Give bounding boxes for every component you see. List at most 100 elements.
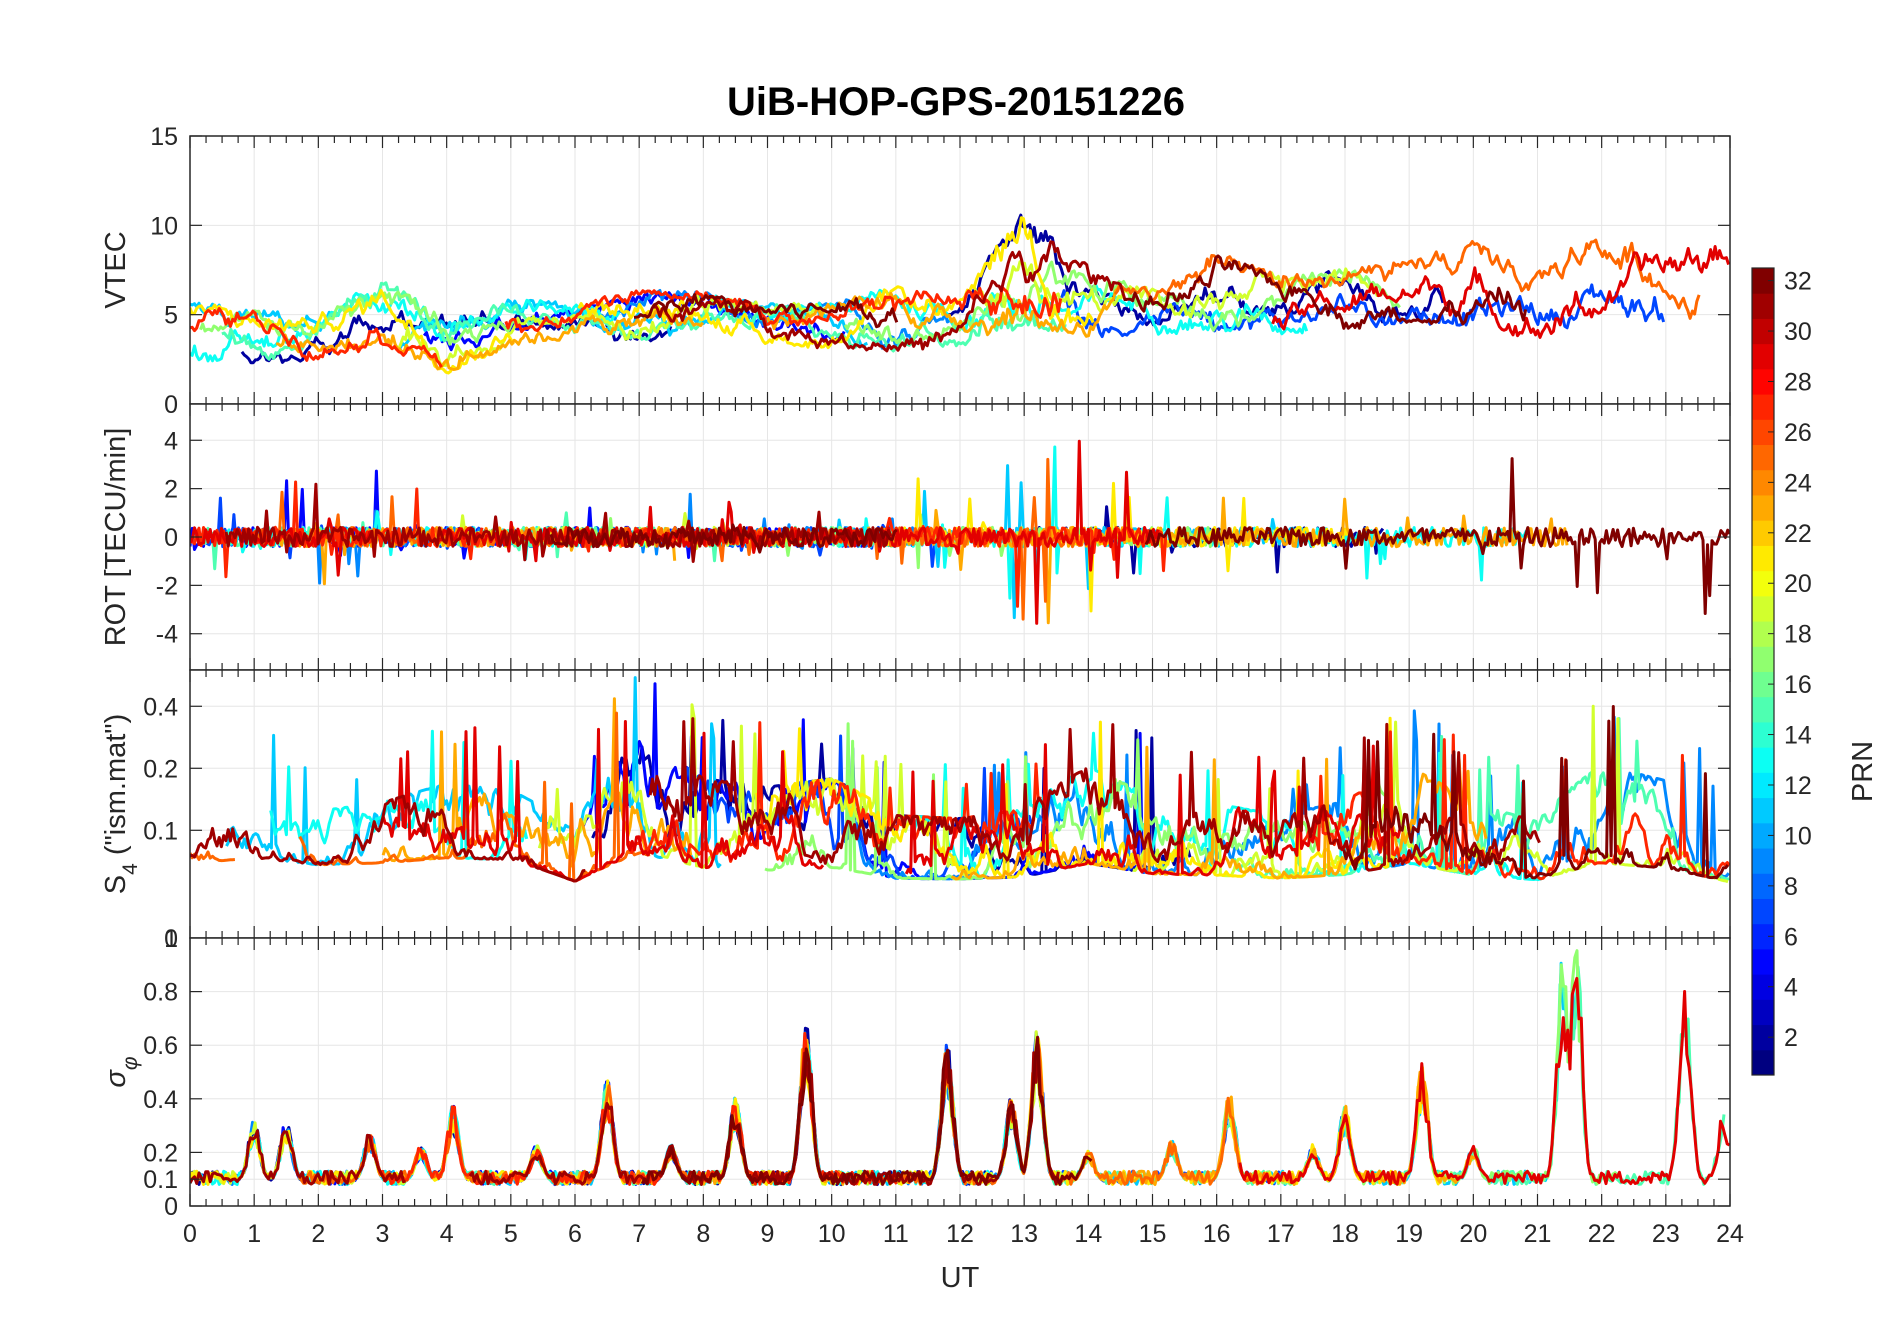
y-tick-label: 0.8 — [143, 979, 178, 1007]
colorbar-swatch — [1752, 368, 1774, 395]
tick-marks — [189, 135, 1731, 405]
colorbar-tick-label: 8 — [1784, 873, 1798, 901]
colorbar-swatch — [1752, 1024, 1774, 1051]
series-line-prn-17 — [764, 722, 1388, 881]
tick-marks — [189, 404, 1731, 670]
colorbar-swatch — [1752, 873, 1774, 899]
series-line-prn-19 — [1132, 704, 1729, 884]
colorbar-swatch — [1752, 494, 1774, 521]
series-line-prn-29 — [904, 743, 1402, 877]
tick-marks — [189, 938, 1731, 1207]
y-tick-label: 0 — [164, 1193, 178, 1221]
colorbar-swatch — [1752, 394, 1774, 420]
colorbar-tick-label: 16 — [1784, 671, 1812, 699]
series-group — [190, 676, 1730, 884]
x-tick-label: 20 — [1459, 1220, 1487, 1248]
y-tick-label: 0.6 — [143, 1032, 178, 1060]
x-tick-label: 23 — [1652, 1220, 1680, 1248]
x-tick-label: 10 — [818, 1220, 846, 1248]
y-tick-label-overlap: 1 — [164, 925, 178, 953]
colorbar-swatch — [1752, 419, 1774, 446]
colorbar-label: PRN — [1847, 741, 1879, 802]
y-tick-label: 4 — [164, 427, 178, 455]
series-line-prn-32 — [1342, 705, 1730, 880]
x-tick-label: 6 — [568, 1220, 582, 1248]
colorbar-swatch — [1752, 898, 1774, 925]
x-tick-label: 1 — [247, 1220, 261, 1248]
colorbar-tick-label: 28 — [1784, 368, 1812, 396]
y-axis-label: σφ — [100, 1056, 142, 1088]
series-line-prn-25 — [190, 850, 236, 863]
y-tick-label: 0 — [164, 524, 178, 552]
series-line-prn-23 — [766, 283, 1122, 338]
series-line-prn-31 — [190, 1129, 406, 1186]
colorbar-swatch — [1752, 1049, 1774, 1076]
series-line-prn-27 — [190, 307, 443, 368]
colorbar-swatch — [1752, 747, 1774, 773]
colorbar-tick-label: 22 — [1784, 520, 1812, 548]
figure-title: UiB-HOP-GPS-20151226 — [727, 80, 1185, 124]
series-line-prn-32 — [1144, 457, 1730, 615]
colorbar-tick-label: 2 — [1784, 1024, 1798, 1052]
series-line-prn-31 — [648, 717, 1541, 872]
panel-rot: -4 -2 0 2 4 ROT [TECU/min] — [100, 403, 1731, 671]
series-line-prn-7 — [1060, 283, 1666, 339]
colorbar-swatch — [1752, 974, 1774, 1000]
y-axis-label: S4 ("ism.mat") — [100, 714, 142, 895]
series-line-prn-31 — [224, 482, 893, 563]
colorbar-swatch — [1752, 696, 1774, 723]
colorbar-swatch — [1752, 444, 1774, 471]
y-tick-label: 0.4 — [143, 1086, 178, 1114]
colorbar-tick-label: 4 — [1784, 974, 1798, 1002]
colorbar-swatch — [1752, 948, 1774, 975]
x-tick-label: 14 — [1074, 1220, 1102, 1248]
y-tick-label: 0.4 — [143, 693, 178, 721]
colorbar-tick-label: 10 — [1784, 822, 1812, 850]
colorbar-swatch — [1752, 595, 1774, 622]
y-tick-label: 2 — [164, 476, 178, 504]
series-line-prn-32 — [549, 523, 898, 554]
colorbar-tick-label: 24 — [1784, 469, 1812, 497]
series-line-prn-29 — [1271, 245, 1730, 339]
colorbar-swatch — [1752, 343, 1774, 370]
x-tick-label: 8 — [696, 1220, 710, 1248]
colorbar-swatch — [1752, 293, 1774, 319]
x-axis: 0 1 2 3 4 5 6 7 8 9 10 11 12 13 14 15 16 17 18 19 20 21 22 23 24… — [183, 1220, 1744, 1294]
x-tick-label: 17 — [1267, 1220, 1295, 1248]
series-line-prn-19 — [971, 260, 1381, 319]
x-tick-label: 15 — [1139, 1220, 1167, 1248]
y-axis-label: ROT [TECU/min] — [100, 428, 132, 647]
colorbar-swatch — [1752, 671, 1774, 698]
x-tick-label: 4 — [440, 1220, 454, 1248]
colorbar-tick-label: 26 — [1784, 419, 1812, 447]
colorbar-swatch — [1752, 772, 1774, 799]
y-tick-label: 5 — [164, 302, 178, 330]
x-tick-label: 11 — [883, 1220, 909, 1248]
colorbar-tick-label: 18 — [1784, 621, 1812, 649]
series-line-prn-27 — [626, 721, 1042, 863]
series-group — [190, 949, 1730, 1187]
series-line-prn-29 — [1238, 976, 1730, 1186]
y-tick-label-overlap: 0 — [164, 925, 178, 953]
colorbar-frame — [1751, 267, 1775, 1076]
series-line-prn-25 — [1114, 238, 1701, 320]
series-group — [190, 213, 1730, 375]
series-line-prn-15 — [221, 281, 1067, 361]
colorbar-tick-label: 14 — [1784, 722, 1812, 750]
y-tick-label: -4 — [156, 621, 178, 649]
y-tick-label: 15 — [150, 123, 178, 151]
series-group — [190, 439, 1730, 625]
series-line-prn-13 — [190, 291, 621, 363]
colorbar-swatch — [1752, 923, 1774, 950]
colorbar-swatch — [1752, 621, 1774, 647]
y-tick-label: 0.2 — [143, 1139, 178, 1167]
x-tick-label: 2 — [311, 1220, 325, 1248]
series-line-prn-23 — [275, 307, 705, 371]
x-tick-label: 16 — [1203, 1220, 1231, 1248]
series-line-prn-27 — [504, 285, 1063, 334]
colorbar-swatch — [1752, 999, 1774, 1026]
x-tick-label: 3 — [376, 1220, 390, 1248]
colorbar-swatch — [1752, 545, 1774, 572]
